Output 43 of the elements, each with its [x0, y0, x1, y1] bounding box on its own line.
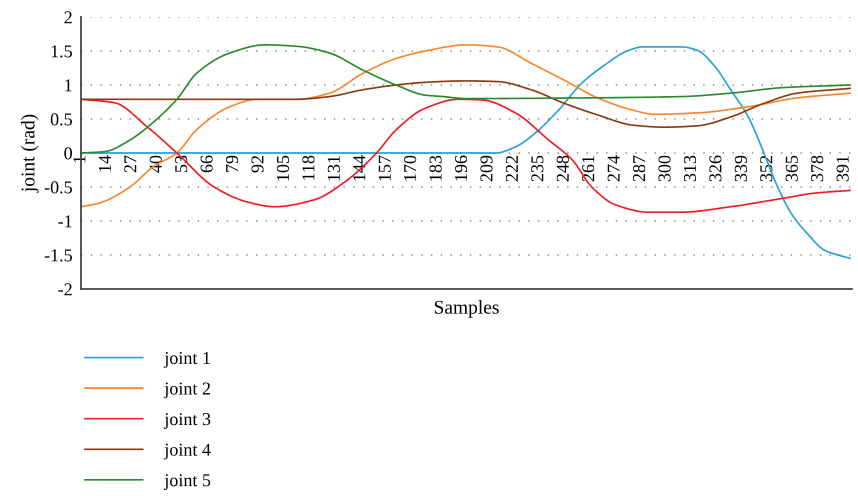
x-tick-label: 183	[429, 156, 442, 180]
y-tick-label: 1	[65, 79, 72, 92]
x-tick-label: 66	[200, 156, 213, 172]
x-tick-label: 131	[328, 156, 340, 180]
x-tick-label: 209	[480, 156, 493, 182]
y-tick-label: -0.5	[44, 181, 72, 194]
x-tick-label: 391	[836, 156, 849, 182]
x-tick-label: 118	[302, 156, 314, 180]
x-tick-label: 144	[353, 155, 366, 180]
x-axis-title: Samples	[434, 300, 499, 318]
y-tick-label: -1	[58, 215, 72, 228]
x-tick-label: 196	[454, 156, 468, 180]
y-tick-label: -2	[58, 283, 72, 296]
y-tick-label: 2	[64, 11, 72, 24]
legend-label: joint 4	[164, 444, 211, 460]
y-tick-label: 1.5	[52, 45, 72, 58]
x-tick-label: 79	[226, 156, 238, 172]
x-tick-label: 365	[786, 156, 798, 182]
x-tick-label: 300	[658, 156, 671, 182]
x-tick-label: 27	[124, 156, 136, 172]
x-tick-label: 170	[404, 156, 416, 180]
legend-label: joint 1	[164, 352, 210, 368]
x-tick-label: 274	[608, 155, 620, 182]
x-tick-label: 378	[811, 156, 824, 182]
x-tick-label: 339	[734, 156, 747, 182]
y-tick-label: -1.5	[44, 249, 72, 262]
x-tick-label: 92	[251, 156, 264, 172]
x-tick-label: 287	[632, 156, 646, 182]
x-tick-label: 248	[556, 156, 569, 182]
x-tick-label: 105	[276, 156, 290, 180]
x-tick-label: 261	[582, 156, 594, 182]
y-tick-label: 0	[64, 147, 72, 160]
y-axis-title: joint (rad)	[20, 114, 39, 193]
legend-label: joint 5	[164, 474, 210, 490]
x-tick-label: 326	[709, 156, 722, 182]
x-tick-label: 235	[531, 156, 544, 182]
x-tick-label: 14	[98, 155, 111, 172]
x-tick-label: 313	[684, 156, 696, 182]
x-tick-label: 157	[378, 156, 391, 180]
legend-label: joint 2	[164, 382, 210, 398]
legend-label: joint 3	[164, 413, 210, 429]
y-tick-label: 0.5	[50, 113, 72, 126]
x-tick-label: 222	[506, 156, 518, 182]
